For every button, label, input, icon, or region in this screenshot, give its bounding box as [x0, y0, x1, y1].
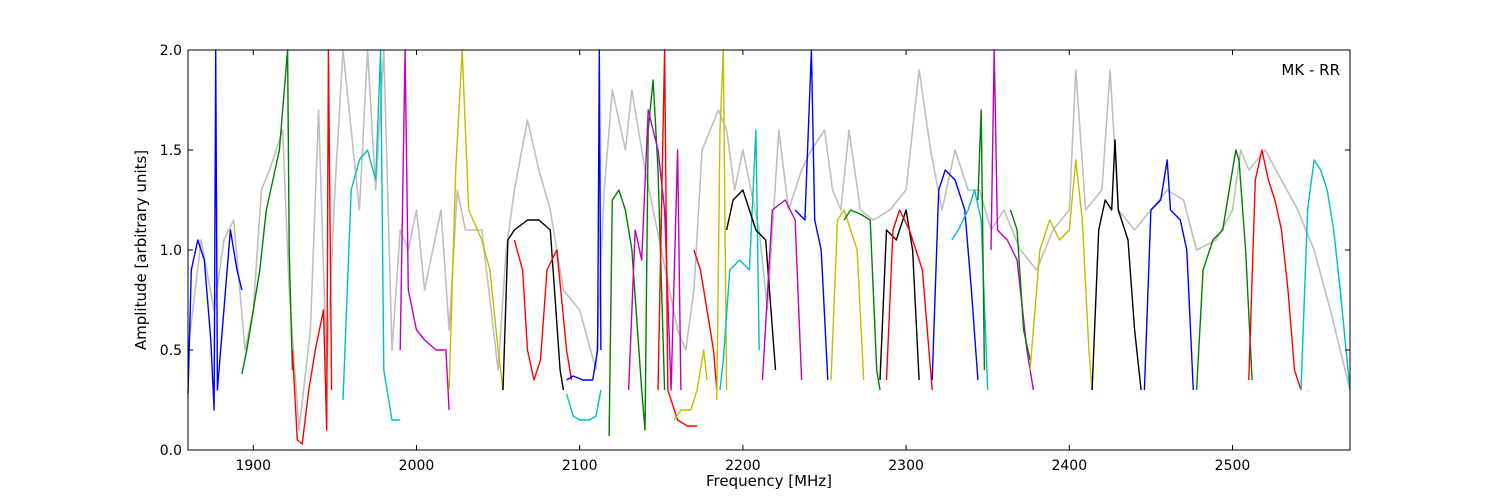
x-tick-label: 2000 — [399, 458, 435, 474]
series-line-25 — [931, 169, 979, 381]
series-line-21 — [830, 209, 865, 381]
x-tick-label: 2500 — [1215, 458, 1251, 474]
series-line-5 — [399, 49, 450, 411]
series-line-33 — [1195, 149, 1253, 391]
series-line-12 — [627, 109, 682, 391]
x-tick-label: 2300 — [888, 458, 924, 474]
series-line-19 — [761, 199, 803, 381]
y-tick-label: 1.0 — [160, 243, 182, 259]
series-line-7 — [502, 219, 565, 391]
y-tick-label: 0.5 — [160, 343, 182, 359]
series-line-1 — [187, 49, 243, 411]
y-tick-label: 2.0 — [160, 43, 182, 59]
x-axis-label: Frequency [MHz] — [706, 472, 832, 490]
ticks-layer: 1900 2000 2100 2200 2300 2400 2500 0.0 0.5 1.0 1.5… — [160, 43, 1350, 474]
axes-background — [188, 50, 1350, 450]
series-line-16 — [716, 49, 728, 401]
series-line-29 — [1009, 209, 1031, 361]
series-line-34 — [1248, 149, 1302, 391]
series-line-30 — [1029, 159, 1093, 391]
series-line-2 — [241, 49, 294, 375]
series-layer — [187, 49, 1351, 445]
y-axis-label: Amplitude [arbitrary units] — [132, 150, 150, 350]
y-tick-label: 0.0 — [160, 443, 182, 459]
series-line-11 — [608, 79, 666, 437]
series-line-15 — [693, 249, 718, 391]
series-line-8 — [513, 239, 573, 381]
background-series-line — [187, 49, 1351, 431]
series-line-24 — [885, 209, 933, 391]
series-line-6 — [448, 49, 504, 391]
background-series-layer — [187, 49, 1351, 431]
series-line-3 — [291, 49, 333, 445]
series-line-10 — [565, 389, 602, 421]
series-line-35 — [1300, 159, 1351, 391]
x-tick-label: 2200 — [725, 458, 761, 474]
series-line-18 — [725, 189, 777, 371]
plot-area: 1900 2000 2100 2200 2300 2400 2500 0.0 0.5 1.0 1.5… — [160, 43, 1351, 474]
series-line-32 — [1143, 159, 1194, 391]
series-line-20 — [794, 49, 829, 381]
series-line-31 — [1091, 139, 1142, 391]
series-line-14 — [673, 349, 708, 421]
x-tick-label: 1900 — [235, 458, 271, 474]
x-tick-label: 2100 — [562, 458, 598, 474]
chart-annotation: MK - RR — [1281, 61, 1340, 79]
series-line-17 — [719, 129, 760, 391]
series-line-22 — [843, 209, 881, 391]
y-tick-label: 1.5 — [160, 143, 182, 159]
series-line-13 — [657, 49, 698, 427]
series-line-23 — [879, 209, 920, 381]
x-tick-label: 2400 — [1051, 458, 1087, 474]
series-line-4 — [342, 49, 401, 421]
series-line-27 — [977, 109, 986, 371]
